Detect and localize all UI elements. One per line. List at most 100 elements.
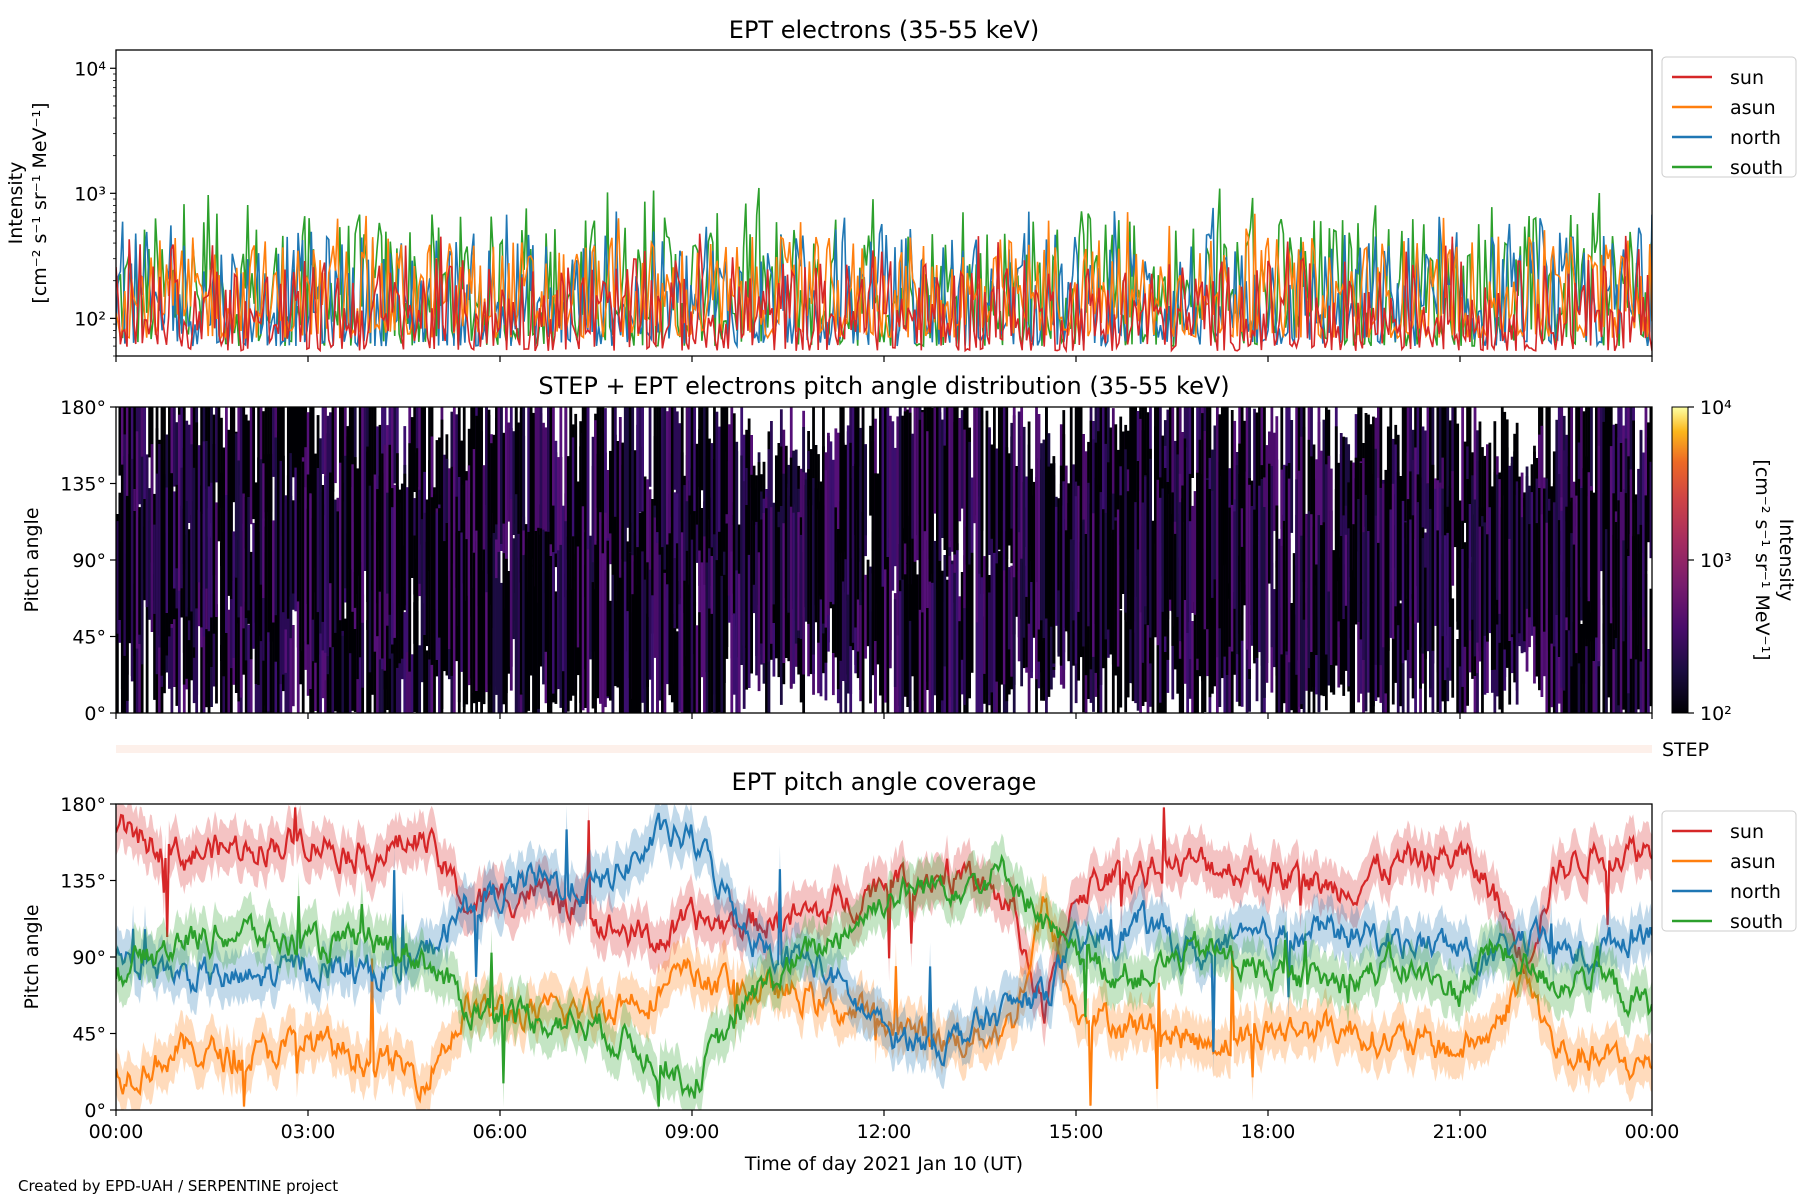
heatmap-cell — [604, 570, 607, 708]
heatmap-cell — [1253, 509, 1256, 661]
heatmap-cell — [874, 570, 877, 713]
heatmap-cell — [621, 528, 625, 628]
heatmap-cell — [1513, 451, 1517, 624]
heatmap-cell — [247, 624, 251, 713]
heatmap-cell — [1087, 584, 1090, 699]
heatmap-cell — [1483, 522, 1487, 636]
heatmap-cell — [1562, 450, 1566, 691]
panel1-ylabel-line2: [cm⁻² s⁻¹ sr⁻¹ MeV⁻¹] — [29, 102, 51, 303]
heatmap-cell — [690, 407, 694, 540]
heatmap-cell — [1173, 440, 1177, 530]
heatmap-cell — [1186, 416, 1190, 633]
heatmap-cell — [1156, 479, 1160, 646]
heatmap-cell — [1173, 533, 1177, 644]
heatmap-cell — [641, 551, 644, 703]
heatmap-cell — [423, 512, 426, 635]
heatmap-cell — [673, 407, 677, 490]
heatmap-cell — [1547, 407, 1551, 545]
heatmap-cell — [1560, 407, 1564, 531]
heatmap-cell — [700, 562, 704, 678]
heatmap-cell — [1416, 407, 1420, 523]
heatmap-cell — [457, 530, 461, 713]
heatmap-cell — [1528, 524, 1531, 618]
heatmap-cell — [1614, 522, 1618, 638]
heatmap-cell — [341, 446, 345, 631]
heatmap-cell — [888, 415, 892, 568]
heatmap-cell — [846, 425, 850, 595]
heatmap-cell — [1404, 522, 1408, 660]
heatmap-cell — [1565, 506, 1569, 618]
heatmap-cell — [158, 444, 161, 648]
heatmap-cell — [1119, 610, 1123, 708]
heatmap-cell — [730, 551, 734, 713]
heatmap-cell — [153, 574, 156, 700]
heatmap-cell — [140, 456, 144, 665]
heatmap-cell — [497, 551, 501, 713]
heatmap-cell — [267, 407, 270, 633]
heatmap-cell — [1253, 408, 1256, 528]
series-asun-line — [116, 212, 1652, 340]
heatmap-cell — [376, 426, 379, 539]
legend-label-sun: sun — [1730, 67, 1764, 89]
heatmap-cell — [425, 650, 429, 713]
heatmap-cell — [1481, 526, 1484, 648]
heatmap-cell — [708, 608, 711, 713]
heatmap-cell — [792, 512, 796, 684]
panel2-heatmap — [116, 407, 1653, 713]
heatmap-cell — [1357, 407, 1360, 522]
heatmap-cell — [698, 407, 701, 551]
heatmap-cell — [1342, 515, 1346, 619]
heatmap-cell — [286, 475, 290, 619]
heatmap-cell — [343, 455, 347, 589]
heatmap-cell — [963, 520, 967, 705]
heatmap-cell — [403, 612, 407, 713]
heatmap-cell — [477, 407, 481, 607]
heatmap-cell — [606, 540, 610, 697]
series-sun-line — [116, 233, 1652, 354]
heatmap-cell — [1607, 527, 1611, 636]
heatmap-cell — [948, 555, 952, 713]
legend-label-asun: asun — [1730, 97, 1776, 119]
heatmap-cell — [1183, 438, 1187, 600]
heatmap-cell — [623, 561, 627, 713]
heatmap-cell — [519, 531, 523, 695]
heatmap-cell — [760, 519, 763, 644]
heatmap-cell — [420, 407, 424, 545]
heatmap-cell — [955, 543, 959, 713]
heatmap-cell — [1632, 420, 1635, 611]
heatmap-cell — [1604, 407, 1608, 533]
heatmap-cell — [116, 622, 119, 713]
heatmap-cell — [1456, 639, 1460, 713]
heatmap-cell — [348, 425, 352, 615]
heatmap-cell — [943, 555, 947, 667]
heatmap-cell — [713, 534, 716, 713]
heatmap-cell — [1342, 575, 1346, 696]
heatmap-cell — [378, 636, 382, 713]
heatmap-cell — [492, 434, 496, 628]
heatmap-cell — [921, 412, 924, 613]
heatmap-cell — [1072, 540, 1076, 621]
colorbar-label-line2: [cm⁻² s⁻¹ sr⁻¹ MeV⁻¹] — [1751, 459, 1773, 660]
heatmap-cell — [1414, 447, 1417, 624]
heatmap-cell — [903, 411, 907, 544]
heatmap-cell — [993, 552, 996, 713]
heatmap-cell — [1580, 488, 1583, 621]
heatmap-cell — [663, 572, 667, 713]
heatmap-cell — [1619, 491, 1623, 713]
heatmap-cell — [1146, 412, 1150, 530]
heatmap-cell — [829, 441, 833, 602]
heatmap-cell — [1069, 407, 1073, 596]
heatmap-cell — [175, 484, 179, 569]
heatmap-cell — [1612, 424, 1616, 538]
heatmap-cell — [410, 654, 414, 713]
heatmap-cell — [1570, 533, 1574, 667]
heatmap-cell — [1362, 532, 1365, 660]
heatmap-cell — [599, 407, 602, 585]
heatmap-cell — [1478, 421, 1482, 554]
heatmap-cell — [220, 472, 223, 567]
heatmap-cell — [747, 418, 751, 561]
heatmap-cell — [1139, 491, 1142, 613]
panel2-ylabel: Pitch angle — [21, 507, 43, 612]
heatmap-cell — [234, 433, 238, 578]
heatmap-cell — [908, 551, 912, 713]
